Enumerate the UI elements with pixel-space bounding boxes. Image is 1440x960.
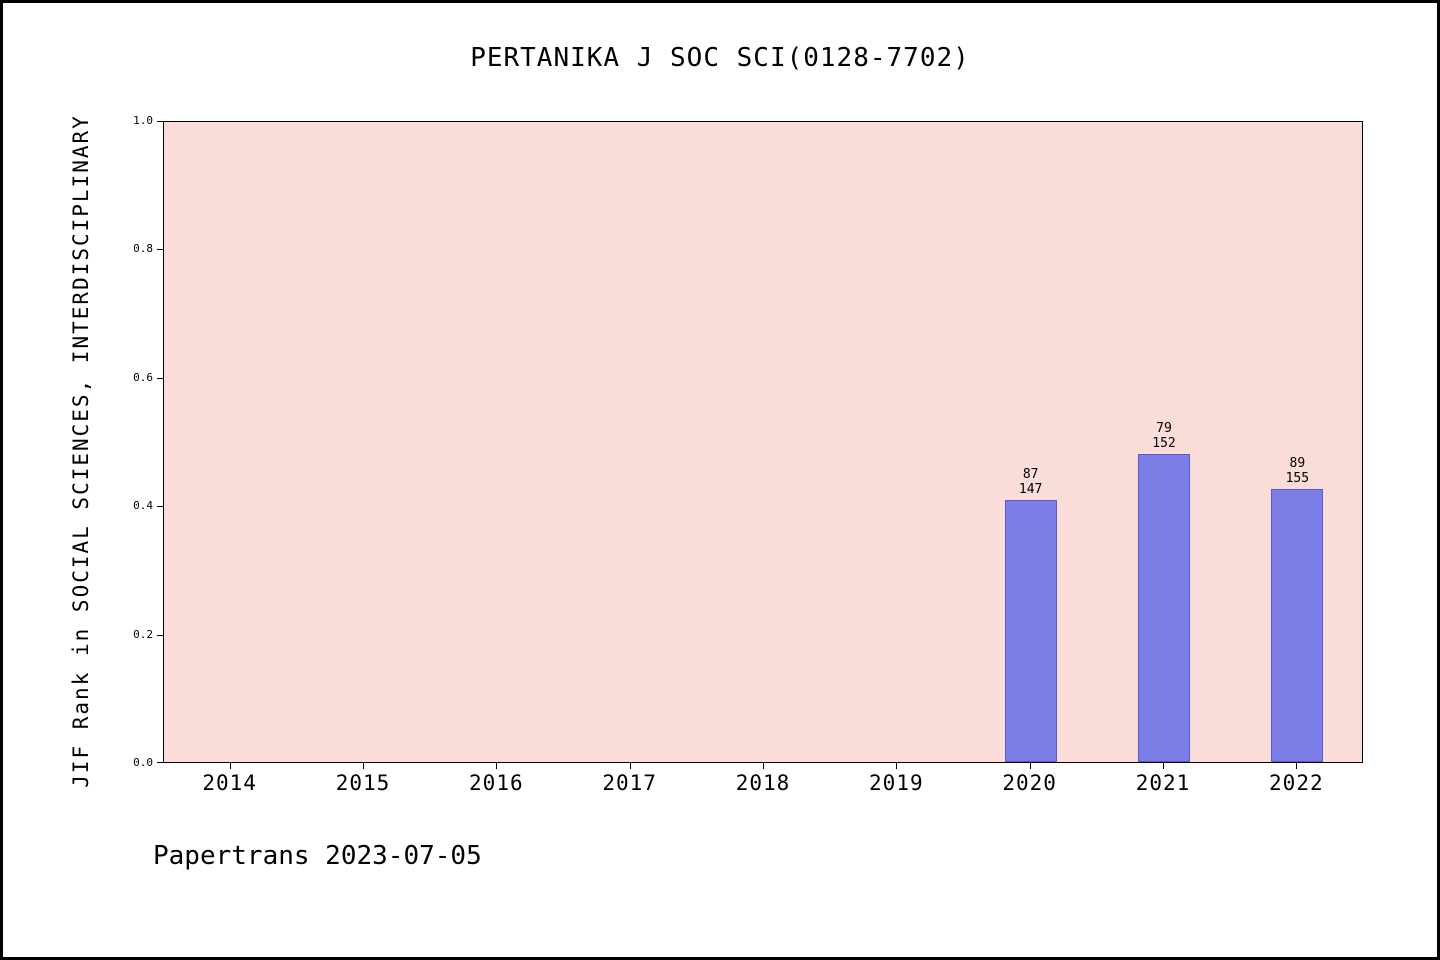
y-tick-label: 0.2	[133, 627, 153, 641]
x-tick-mark	[629, 763, 631, 769]
x-tick-mark	[763, 763, 764, 769]
bar-2020	[1004, 500, 1057, 762]
bar-total-value: 147	[1018, 482, 1043, 498]
y-tick-label: 0.0	[133, 756, 153, 769]
y-tick-mark	[157, 506, 163, 508]
y-tick-mark	[157, 249, 163, 251]
x-tick-label: 2019	[869, 771, 924, 795]
bar-2022	[1271, 488, 1324, 762]
x-tick-mark	[1163, 763, 1164, 769]
bar-label-2021: 79 152	[1124, 421, 1204, 451]
watermark-text: Papertrans 2023-07-05	[153, 841, 482, 871]
bar-total-value: 152	[1152, 435, 1176, 451]
x-tick-label: 2018	[735, 771, 791, 795]
y-tick-label: 0.4	[133, 499, 153, 513]
plot-area: 87 147 79 152 89 155	[163, 121, 1363, 763]
y-axis-label: JIF Rank in SOCIAL SCIENCES, INTERDISCIP…	[69, 114, 93, 788]
x-tick-mark	[896, 763, 898, 769]
y-tick-mark	[157, 121, 163, 122]
x-tick-mark	[229, 763, 231, 769]
x-tick-label: 2016	[469, 771, 524, 795]
x-tick-mark	[1029, 763, 1031, 769]
bar-rank-value: 79	[1156, 420, 1172, 436]
x-tick-label: 2014	[202, 771, 257, 795]
bar-total-value: 155	[1285, 470, 1310, 486]
bar-rank-value: 87	[1022, 467, 1039, 483]
chart-title: PERTANIKA J SOC SCI(0128-7702)	[470, 43, 970, 73]
x-tick-label: 2022	[1269, 771, 1324, 795]
x-tick-label: 2021	[1135, 771, 1191, 795]
x-tick-label: 2020	[1002, 771, 1057, 795]
x-tick-mark	[496, 763, 498, 769]
bar-label-2020: 87 147	[991, 467, 1071, 497]
y-tick-label: 1.0	[133, 114, 153, 127]
y-tick-label: 0.8	[133, 242, 153, 256]
x-tick-label: 2015	[335, 771, 391, 795]
y-tick-label: 0.6	[133, 370, 153, 384]
y-tick-mark	[157, 377, 163, 379]
bar-label-2022: 89 155	[1257, 456, 1337, 486]
bar-rank-value: 89	[1289, 455, 1306, 471]
y-tick-mark	[157, 634, 163, 636]
bar-2021	[1138, 453, 1190, 762]
y-tick-mark	[157, 762, 163, 763]
x-tick-label: 2017	[602, 771, 657, 795]
x-tick-mark	[363, 763, 364, 769]
x-tick-mark	[1296, 763, 1298, 769]
